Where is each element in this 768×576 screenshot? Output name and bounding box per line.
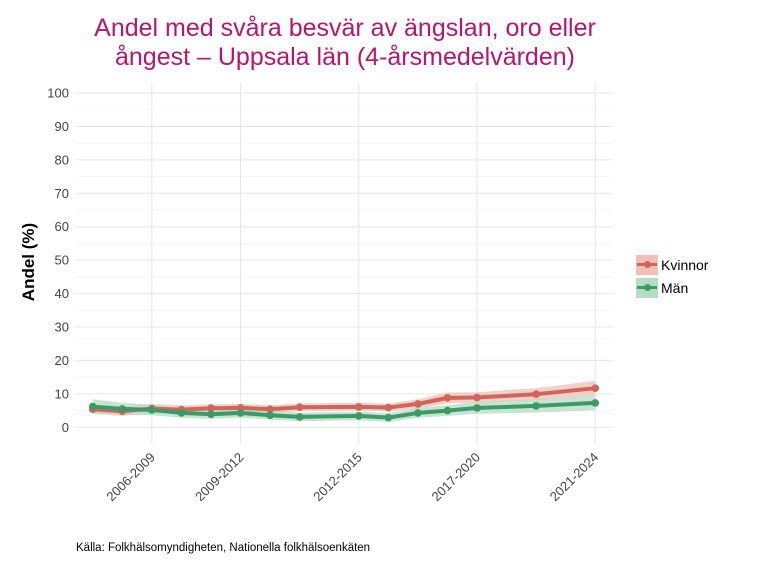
- legend-item-kvinnor: Kvinnor: [636, 253, 708, 276]
- x-tick-label: 2021-2024: [547, 450, 602, 505]
- point-män: [148, 406, 156, 414]
- legend: Kvinnor Män: [636, 253, 708, 299]
- point-kvinnor: [591, 384, 600, 392]
- point-män: [266, 411, 274, 420]
- y-tick-labels: 0 10 20 30 40 50 60 70 80 90 100: [47, 86, 69, 435]
- y-tick-label: 100: [47, 86, 69, 101]
- point-män: [295, 413, 304, 421]
- chart-title-line-2: ångest – Uppsala län (4-årsmedelvärden): [115, 43, 575, 71]
- x-tick-label: 2017-2020: [429, 450, 484, 505]
- legend-label-man: Män: [661, 279, 689, 296]
- point-män: [532, 402, 540, 410]
- point-män: [443, 406, 452, 415]
- point-kvinnor: [443, 394, 452, 402]
- legend-label-kvinnor: Kvinnor: [661, 256, 709, 273]
- x-tick-labels: 2006-2009 2009-2012 2012-2015 2017-2020 2021…: [103, 450, 601, 505]
- y-tick-label: 30: [55, 320, 69, 335]
- chart-title: Andel med svåra besvär av ängslan, oro e…: [30, 14, 660, 72]
- point-kvinnor: [266, 405, 274, 414]
- y-tick-label: 60: [55, 219, 69, 234]
- y-tick-label: 70: [55, 186, 69, 201]
- y-tick-label: 80: [55, 152, 69, 167]
- series-points: [88, 384, 600, 422]
- point-kvinnor: [414, 400, 422, 408]
- point-män: [118, 405, 127, 413]
- legend-key-kvinnor: [636, 254, 658, 275]
- point-män: [591, 399, 600, 407]
- point-kvinnor: [473, 393, 481, 402]
- x-tick-label: 2006-2009: [103, 450, 158, 505]
- point-kvinnor: [532, 390, 540, 398]
- x-tick-label: 2009-2012: [192, 450, 247, 505]
- y-tick-label: 20: [55, 353, 69, 368]
- point-män: [473, 404, 481, 412]
- y-tick-label: 10: [55, 386, 69, 401]
- point-män: [88, 402, 97, 411]
- source-caption: Källa: Folkhälsomyndigheten, Nationella …: [76, 542, 371, 554]
- legend-item-man: Män: [636, 276, 708, 299]
- point-män: [177, 409, 186, 417]
- chart-title-line-1: Andel med svåra besvär av ängslan, oro e…: [94, 14, 596, 42]
- point-män: [414, 409, 422, 417]
- point-kvinnor: [207, 404, 215, 413]
- y-tick-label: 40: [55, 286, 69, 301]
- y-tick-label: 0: [62, 420, 69, 435]
- point-kvinnor: [354, 403, 363, 411]
- point-män: [236, 409, 245, 417]
- point-män: [384, 413, 393, 422]
- y-tick-label: 50: [55, 253, 69, 268]
- gridlines: [75, 83, 613, 444]
- point-kvinnor: [295, 403, 304, 412]
- y-tick-label: 90: [55, 119, 69, 134]
- x-tick-label: 2012-2015: [310, 450, 365, 505]
- point-män: [354, 412, 363, 420]
- point-män: [207, 410, 215, 419]
- legend-key-man: [636, 277, 658, 298]
- point-kvinnor: [384, 403, 393, 412]
